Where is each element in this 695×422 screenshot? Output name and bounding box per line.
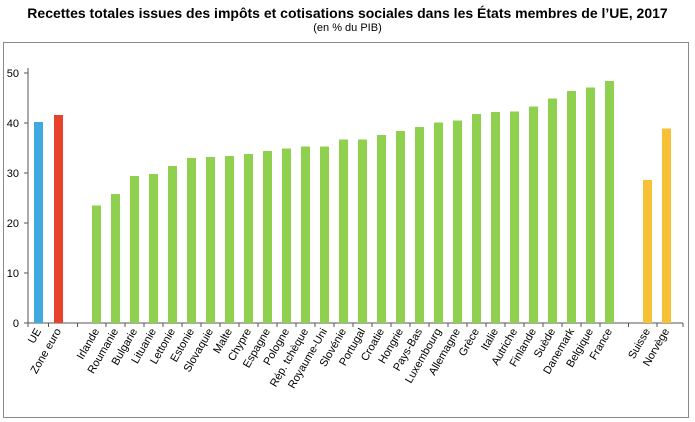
bar-italie xyxy=(491,112,500,323)
bar-lettonie xyxy=(168,166,177,323)
bar-croatie xyxy=(377,135,386,323)
bar-su-de xyxy=(548,98,557,323)
bar-roumanie xyxy=(111,194,120,323)
y-tick-label: 20 xyxy=(7,218,19,230)
bar-allemagne xyxy=(453,120,462,323)
bar-lituanie xyxy=(149,174,158,323)
chart-subtitle: (en % du PIB) xyxy=(313,22,382,34)
chart-frame xyxy=(3,42,689,418)
bar-slov-nie xyxy=(339,139,348,323)
bar-pays-bas xyxy=(415,127,424,323)
bar-royaume-uni xyxy=(320,146,329,323)
bar-r-p-tch-que xyxy=(301,146,310,323)
bar-malte xyxy=(225,156,234,323)
bar-belgique xyxy=(586,87,595,323)
y-tick-label: 50 xyxy=(7,68,19,80)
bar-zone-euro xyxy=(54,115,63,323)
bar-pologne xyxy=(282,148,291,323)
bar-ue xyxy=(34,122,43,323)
y-tick-label: 40 xyxy=(7,118,19,130)
bar-portugal xyxy=(358,139,367,323)
bar-hongrie xyxy=(396,131,405,323)
bar-autriche xyxy=(510,111,519,323)
bar-danemark xyxy=(567,91,576,323)
bar-slovaquie xyxy=(206,157,215,323)
y-tick-label: 0 xyxy=(13,318,19,330)
bar-luxembourg xyxy=(434,122,443,323)
y-tick-label: 10 xyxy=(7,268,19,280)
bar-france xyxy=(605,81,614,323)
bar-estonie xyxy=(187,158,196,323)
x-tick-label: UE xyxy=(26,327,44,346)
bar-suisse xyxy=(643,180,652,323)
bar-irlande xyxy=(92,205,101,323)
chart-title: Recettes totales issues des impôts et co… xyxy=(27,5,668,21)
y-tick-label: 30 xyxy=(7,168,19,180)
bar-gr-ce xyxy=(472,114,481,323)
bar-chypre xyxy=(244,154,253,323)
bar-bulgarie xyxy=(130,176,139,323)
bar-espagne xyxy=(263,151,272,323)
bar-finlande xyxy=(529,106,538,323)
bar-norv-ge xyxy=(662,128,671,323)
